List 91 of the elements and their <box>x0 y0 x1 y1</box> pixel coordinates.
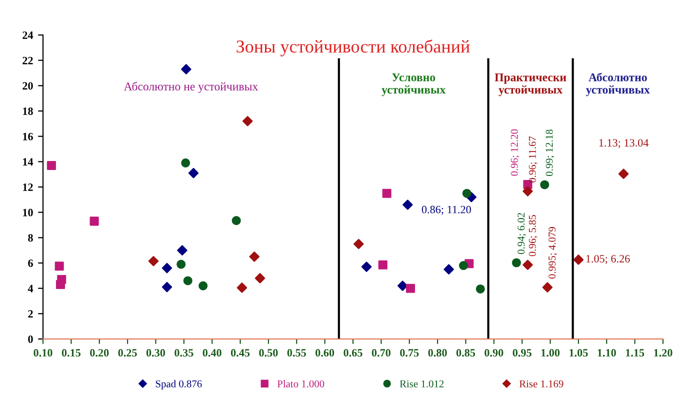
x-tick-label: 1.20 <box>654 349 672 357</box>
y-tick-label: 18 <box>23 107 33 115</box>
point <box>397 280 408 291</box>
data-label: 0.96; 11.67 <box>528 136 538 182</box>
legend-label: Rise 1.169 <box>519 380 564 388</box>
annotation: Практически устойчивых <box>494 73 566 96</box>
point <box>522 260 533 270</box>
point <box>148 256 159 266</box>
x-tick-label: 0.65 <box>344 349 362 357</box>
x-tick-label: 0.40 <box>202 349 222 357</box>
x-tick-label: 0.60 <box>316 349 334 357</box>
point <box>176 260 186 269</box>
point <box>522 186 533 196</box>
point <box>162 262 172 274</box>
y-tick-label: 22 <box>22 56 33 64</box>
y-tick-label: 16 <box>23 132 33 140</box>
x-tick-label: 0.35 <box>174 349 194 357</box>
x-tick-label: 0.80 <box>428 349 447 357</box>
annotation: Абсолютно устойчивых <box>586 72 650 96</box>
y-tick-label: 0 <box>28 335 33 343</box>
x-tick-label: 0.45 <box>230 349 250 357</box>
point <box>618 168 629 179</box>
point <box>444 264 454 274</box>
point <box>542 282 553 292</box>
chart-title: Зоны устойчивости колебаний <box>236 40 470 56</box>
point <box>406 284 416 293</box>
data-label: 1.13; 13.04 <box>599 139 649 148</box>
data-label: 0.99; 12.18 <box>546 130 554 176</box>
y-tick-label: 10 <box>23 208 33 216</box>
data-label: 0.96; 5.85 <box>528 215 538 256</box>
legend-label: Spad 0.876 <box>156 380 202 390</box>
annotation: Условно устойчивых <box>382 73 446 96</box>
point <box>540 180 550 190</box>
x-tick-label: 1.05 <box>570 349 588 357</box>
annotation: Абсолютно не устойчивых <box>124 82 258 93</box>
x-tick-label: 0.75 <box>400 349 419 357</box>
x-tick-label: 0.55 <box>287 349 306 357</box>
point <box>236 282 248 293</box>
x-tick-label: 0.50 <box>259 349 278 357</box>
point <box>361 262 372 272</box>
data-label: 1.05; 6.26 <box>586 254 630 264</box>
point <box>458 261 468 270</box>
legend-label: Plato 1.000 <box>277 380 324 388</box>
x-tick-label: 0.10 <box>34 349 52 357</box>
x-tick-label: 1.00 <box>541 349 560 357</box>
point <box>177 245 188 256</box>
y-tick-label: 4 <box>28 284 34 292</box>
point <box>56 280 65 290</box>
point <box>90 216 99 226</box>
point <box>476 284 485 294</box>
point <box>183 276 192 286</box>
point <box>254 273 266 284</box>
point <box>512 258 521 268</box>
y-tick-label: 20 <box>22 82 33 90</box>
x-tick-label: 0.15 <box>62 349 80 357</box>
x-tick-label: 0.30 <box>146 349 166 357</box>
y-tick-label: 2 <box>28 310 33 318</box>
data-label: 0.94; 6.02 <box>518 213 526 254</box>
point <box>198 281 208 290</box>
x-tick-label: 1.10 <box>598 349 616 357</box>
data-label: 0.86; 11.20 <box>422 206 471 215</box>
y-tick-label: 6 <box>28 259 33 267</box>
point <box>378 260 388 270</box>
point <box>162 282 172 292</box>
y-tick-label: 8 <box>28 234 33 242</box>
y-tick-label: 14 <box>23 158 34 166</box>
x-tick-label: 1.15 <box>626 349 644 357</box>
point <box>462 188 472 198</box>
data-label: 0.995; 4.079 <box>548 227 558 279</box>
x-tick-label: 0.90 <box>484 349 504 357</box>
point <box>354 238 364 250</box>
point <box>402 200 413 210</box>
point <box>181 64 192 74</box>
point <box>382 188 392 198</box>
point <box>181 158 190 168</box>
point <box>242 116 253 126</box>
x-tick-label: 0.70 <box>372 349 390 357</box>
x-tick-label: 0.25 <box>118 349 137 357</box>
x-tick-label: 0.95 <box>512 349 532 357</box>
y-tick-label: 12 <box>23 183 33 191</box>
legend-label: Rise 1.012 <box>400 380 444 388</box>
y-tick-label: 24 <box>22 31 34 39</box>
point <box>249 252 260 262</box>
x-tick-label: 0.85 <box>456 349 476 357</box>
x-tick-label: 0.20 <box>90 349 109 357</box>
point <box>54 262 64 271</box>
point <box>188 168 199 178</box>
data-label: 0.96; 12.20 <box>510 129 520 176</box>
point <box>46 160 56 170</box>
point <box>232 216 241 226</box>
point <box>573 254 584 265</box>
